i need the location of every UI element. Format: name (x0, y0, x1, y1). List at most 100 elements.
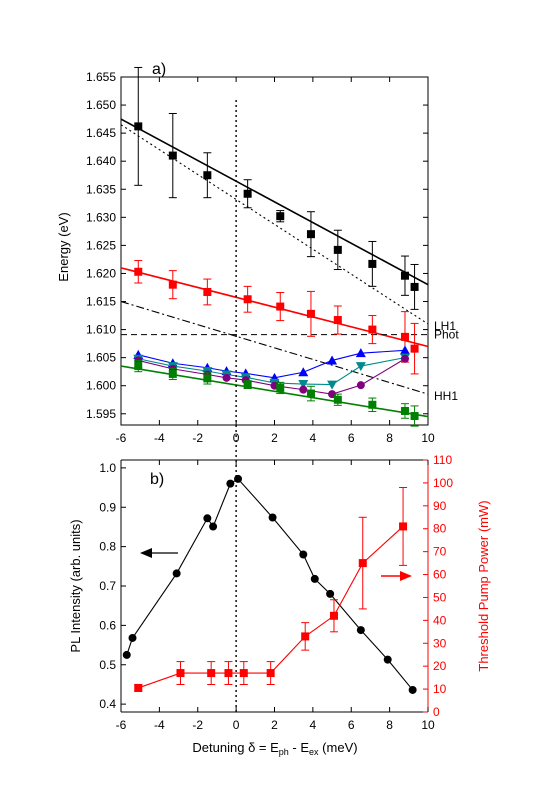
data-point (399, 522, 408, 531)
reference-line-fit-upper (121, 118, 428, 286)
right-y-tick-label: 20 (433, 659, 447, 673)
data-point (207, 669, 216, 678)
y-tick-label: 1.625 (86, 238, 116, 252)
data-point (243, 189, 252, 198)
data-point (224, 669, 233, 678)
series-line (126, 478, 414, 691)
y-tick-label: 0.9 (99, 500, 116, 514)
data-point (368, 325, 377, 334)
x-tick-label: 10 (421, 718, 435, 732)
data-point (333, 395, 342, 404)
data-point (268, 513, 277, 522)
right-axis-arrow (381, 571, 412, 581)
arrow-head (140, 548, 152, 558)
data-point (203, 374, 212, 383)
data-point (243, 380, 252, 389)
data-point (327, 380, 338, 390)
y-tick-label: 1.605 (86, 351, 116, 365)
series-5 (134, 359, 419, 427)
data-point (329, 611, 338, 620)
right-y-tick-label: 0 (433, 705, 440, 719)
data-point (122, 650, 131, 659)
right-y-tick-label: 30 (433, 636, 447, 650)
panel-b-right-y-axis-label: Threshold Pump Power (mW) (476, 500, 491, 671)
data-point (400, 354, 409, 363)
y-tick-label: 1.635 (86, 182, 116, 196)
x-tick-label: 4 (310, 718, 317, 732)
data-point (327, 355, 338, 365)
x-tick-label: -6 (116, 718, 127, 732)
x-tick-label: -2 (192, 431, 203, 445)
panel-b-left-y-axis-label: PL Intensity (arb. units) (68, 519, 83, 652)
x-tick-label: 2 (271, 431, 278, 445)
data-point (306, 230, 315, 239)
data-point (355, 362, 366, 372)
data-point (400, 271, 409, 280)
x-tick-label: 2 (271, 718, 278, 732)
data-point (222, 373, 231, 382)
line-label-LH1: LH1 (434, 319, 456, 333)
data-point (326, 589, 335, 598)
right-y-tick-label: 110 (433, 453, 452, 467)
data-point (176, 669, 185, 678)
data-point (168, 151, 177, 160)
data-point (266, 669, 275, 678)
data-point (410, 282, 419, 291)
y-tick-label: 1.645 (86, 126, 116, 140)
x-tick-label: 6 (348, 718, 355, 732)
data-point (276, 212, 285, 221)
x-axis-label-sub-ph: ph (279, 747, 289, 757)
data-point (234, 474, 243, 483)
data-point (134, 362, 143, 371)
data-point (299, 385, 308, 394)
data-point (168, 280, 177, 289)
line-label-HH1: HH1 (434, 389, 458, 403)
y-tick-label: 0.7 (99, 579, 116, 593)
y-tick-label: 1.595 (86, 407, 116, 421)
y-tick-label: 0.5 (99, 658, 116, 672)
data-point (172, 569, 181, 578)
x-tick-label: -4 (154, 718, 165, 732)
data-point (400, 406, 409, 415)
y-tick-label: 1.630 (86, 210, 116, 224)
panel-a-y-axis-label: Energy (eV) (56, 212, 71, 281)
right-y-tick-label: 50 (433, 590, 447, 604)
series-0 (134, 66, 419, 310)
data-point (333, 316, 342, 325)
series-1 (134, 260, 419, 375)
panel-a: a) Energy (eV) 1.595 1.600 1.605 1.610 1.615… (56, 61, 459, 445)
y-tick-label: 1.620 (86, 266, 116, 280)
data-point (306, 309, 315, 318)
series-0 (122, 474, 417, 694)
series-line (138, 349, 406, 379)
arrow-head (400, 571, 412, 581)
series-line (138, 526, 404, 689)
data-point (203, 287, 212, 296)
right-y-tick-label: 80 (433, 522, 447, 536)
x-tick-label: -2 (192, 718, 203, 732)
right-y-tick-label: 10 (433, 682, 447, 696)
data-point (298, 380, 309, 390)
data-point (239, 669, 248, 678)
data-point (276, 383, 285, 392)
line-label-Phot: Phot (434, 328, 459, 342)
data-point (355, 348, 366, 358)
y-tick-label: 0.6 (99, 618, 116, 632)
data-point (298, 367, 309, 377)
data-point (134, 122, 143, 131)
panel-b: b) PL Intensity (arb. units) Threshold P… (68, 453, 491, 757)
y-tick-label: 0.8 (99, 540, 116, 554)
y-tick-label: 1.615 (86, 295, 116, 309)
x-tick-label: 0 (233, 718, 240, 732)
x-tick-label: 0 (233, 431, 240, 445)
data-point (410, 412, 419, 421)
data-point (203, 171, 212, 180)
reference-line-LH1 (121, 124, 428, 325)
data-point (134, 267, 143, 276)
x-tick-label: 6 (348, 431, 355, 445)
data-point (368, 259, 377, 268)
x-tick-label: -4 (154, 431, 165, 445)
series-1 (134, 486, 408, 692)
x-axis-label-start: Detuning δ = E (192, 740, 279, 755)
